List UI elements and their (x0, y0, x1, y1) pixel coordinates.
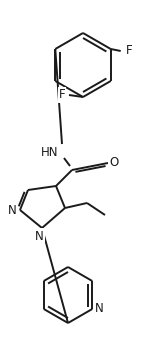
Text: N: N (8, 204, 16, 217)
Text: N: N (35, 230, 43, 243)
Text: F: F (59, 88, 65, 101)
Text: F: F (125, 44, 132, 57)
Text: O: O (109, 157, 119, 170)
Text: HN: HN (41, 145, 59, 158)
Text: N: N (95, 303, 104, 316)
